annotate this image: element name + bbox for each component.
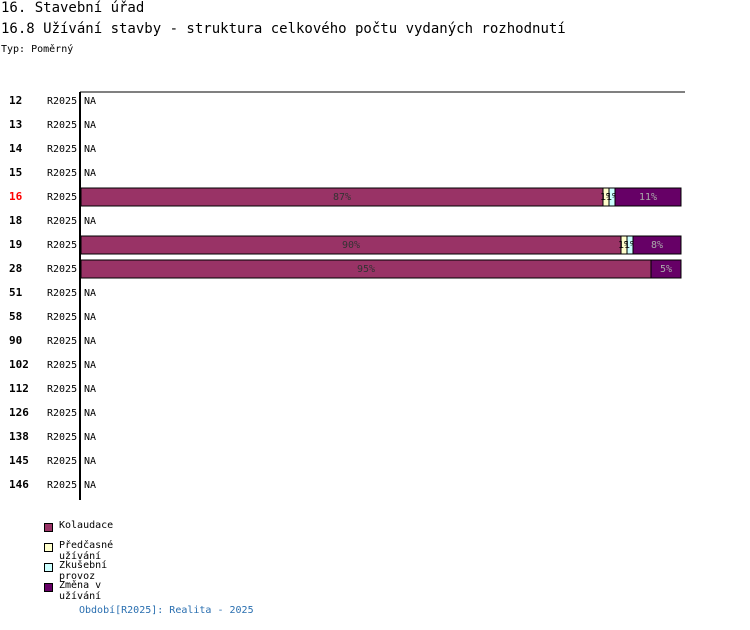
- row-id-label: 51: [9, 286, 23, 299]
- row-period-label: R2025: [47, 408, 77, 419]
- data-label: 95%: [357, 264, 375, 275]
- data-label: 1%: [624, 240, 636, 251]
- row-period-label: R2025: [47, 384, 77, 395]
- na-label: NA: [84, 480, 96, 491]
- row-id-label: 13: [9, 118, 22, 131]
- row-period-label: R2025: [47, 264, 77, 275]
- data-label: 90%: [342, 240, 360, 251]
- row-period-label: R2025: [47, 216, 77, 227]
- legend-label: Změna v užívání: [59, 580, 102, 602]
- row-period-label: R2025: [47, 480, 77, 491]
- data-label: 8%: [651, 240, 663, 251]
- row-id-label: 18: [9, 214, 22, 227]
- row-period-label: R2025: [47, 96, 77, 107]
- na-label: NA: [84, 408, 96, 419]
- row-period-label: R2025: [47, 240, 77, 251]
- row-id-label: 126: [9, 406, 29, 419]
- data-label: 1%: [618, 240, 630, 251]
- chart-title: 16.8 Užívání stavby - struktura celkovéh…: [1, 21, 566, 37]
- legend-swatch: [44, 523, 53, 532]
- na-label: NA: [84, 360, 96, 371]
- na-label: NA: [84, 336, 96, 347]
- data-label: 5%: [660, 264, 672, 275]
- row-id-label: 102: [9, 358, 29, 371]
- row-id-label: 28: [9, 262, 22, 275]
- row-period-label: R2025: [47, 192, 77, 203]
- row-period-label: R2025: [47, 120, 77, 131]
- row-id-label: 145: [9, 454, 29, 467]
- na-label: NA: [84, 216, 96, 227]
- row-period-label: R2025: [47, 144, 77, 155]
- legend-label: Kolaudace: [59, 520, 114, 531]
- bar-segment: [650, 259, 682, 279]
- na-label: NA: [84, 384, 96, 395]
- row-id-label: 16: [9, 190, 23, 203]
- data-label: 1%: [600, 192, 612, 203]
- legend-label: Předčasné užívání: [59, 540, 114, 562]
- row-period-label: R2025: [47, 360, 77, 371]
- legend-label: Zkušební provoz: [59, 560, 108, 582]
- row-period-label: R2025: [47, 312, 77, 323]
- legend-swatch: [44, 563, 53, 572]
- na-label: NA: [84, 288, 96, 299]
- legend-swatch: [44, 543, 53, 552]
- row-id-label: 112: [9, 382, 29, 395]
- data-label: 11%: [639, 192, 657, 203]
- row-period-label: R2025: [47, 336, 77, 347]
- row-id-label: 138: [9, 430, 29, 443]
- stacked-bar-chart: 12 R2025 NA 13 R2025 NA 14 R2025 NA 15 R2025 NA 16 R2…: [9, 91, 685, 500]
- row-id-label: 19: [9, 238, 22, 251]
- data-label: 87%: [333, 192, 351, 203]
- legend-swatch: [44, 583, 53, 592]
- na-label: NA: [84, 168, 96, 179]
- row-period-label: R2025: [47, 432, 77, 443]
- na-label: NA: [84, 456, 96, 467]
- row-id-label: 58: [9, 310, 22, 323]
- page-title: 16. Stavební úřad: [1, 0, 145, 16]
- row-id-label: 146: [9, 478, 29, 491]
- row-id-label: 14: [9, 142, 23, 155]
- row-period-label: R2025: [47, 456, 77, 467]
- data-label: 1%: [606, 192, 618, 203]
- bar-segment: [632, 235, 682, 255]
- row-id-label: 12: [9, 94, 22, 107]
- na-label: NA: [84, 312, 96, 323]
- na-label: NA: [84, 96, 96, 107]
- bar-segment: [614, 187, 682, 207]
- period-footer: Období[R2025]: Realita - 2025: [79, 605, 254, 616]
- row-id-label: 15: [9, 166, 22, 179]
- row-id-label: 90: [9, 334, 22, 347]
- row-period-label: R2025: [47, 288, 77, 299]
- na-label: NA: [84, 432, 96, 443]
- type-indicator: Typ: Poměrný: [1, 44, 74, 55]
- row-period-label: R2025: [47, 168, 77, 179]
- na-label: NA: [84, 144, 96, 155]
- na-label: NA: [84, 120, 96, 131]
